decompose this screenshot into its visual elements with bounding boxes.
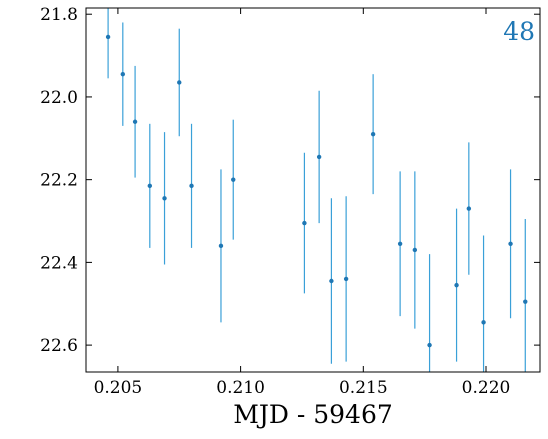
y-tick-label: 21.8	[40, 5, 78, 25]
x-tick-label: 0.210	[216, 378, 265, 398]
data-point	[231, 177, 236, 182]
y-tick-label: 22.4	[40, 253, 78, 273]
y-tick-label: 22.6	[40, 336, 78, 356]
data-point	[177, 80, 182, 85]
errorbar-group	[107, 8, 526, 372]
x-tick-label: 0.215	[339, 378, 388, 398]
data-point	[329, 278, 334, 284]
data-point	[132, 119, 138, 124]
x-tick-label: 0.220	[462, 378, 511, 398]
x-axis: 0.205 0.210 0.215 0.220	[94, 8, 511, 398]
data-point	[316, 154, 322, 160]
panel-annotation: 48	[503, 17, 535, 46]
data-point	[189, 183, 194, 189]
data-point	[218, 243, 224, 249]
data-point	[120, 71, 126, 77]
y-tick-label: 22.0	[40, 88, 78, 108]
data-point	[508, 241, 513, 246]
data-point	[466, 206, 472, 211]
data-point	[412, 247, 418, 253]
x-tick-label: 0.205	[94, 378, 143, 398]
data-point	[147, 183, 153, 189]
y-axis: 21.8 22.0 22.2 22.4 22.6	[40, 5, 540, 356]
data-point	[162, 196, 167, 201]
data-point	[427, 342, 432, 348]
data-point	[397, 241, 403, 246]
x-axis-title: MJD - 59467	[233, 400, 393, 429]
data-point	[523, 299, 528, 304]
data-point	[481, 320, 486, 325]
data-point	[105, 34, 111, 40]
data-point-group	[105, 34, 528, 348]
data-point	[370, 131, 376, 137]
y-tick-label: 22.2	[40, 171, 78, 191]
data-point	[302, 220, 307, 226]
plot-frame	[85, 7, 541, 373]
data-point	[454, 282, 459, 288]
data-point	[343, 276, 349, 282]
